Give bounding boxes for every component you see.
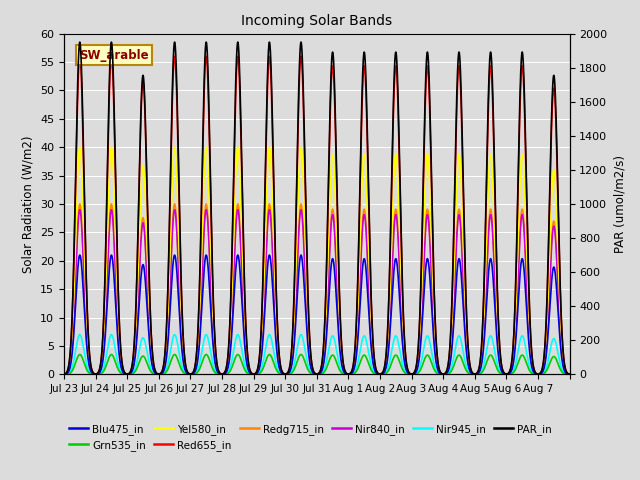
Text: SW_arable: SW_arable — [79, 49, 148, 62]
Y-axis label: PAR (umol/m2/s): PAR (umol/m2/s) — [613, 155, 626, 253]
Y-axis label: Solar Radiation (W/m2): Solar Radiation (W/m2) — [22, 135, 35, 273]
Legend: Blu475_in, Grn535_in, Yel580_in, Red655_in, Redg715_in, Nir840_in, Nir945_in, PA: Blu475_in, Grn535_in, Yel580_in, Red655_… — [69, 424, 552, 451]
Title: Incoming Solar Bands: Incoming Solar Bands — [241, 14, 392, 28]
